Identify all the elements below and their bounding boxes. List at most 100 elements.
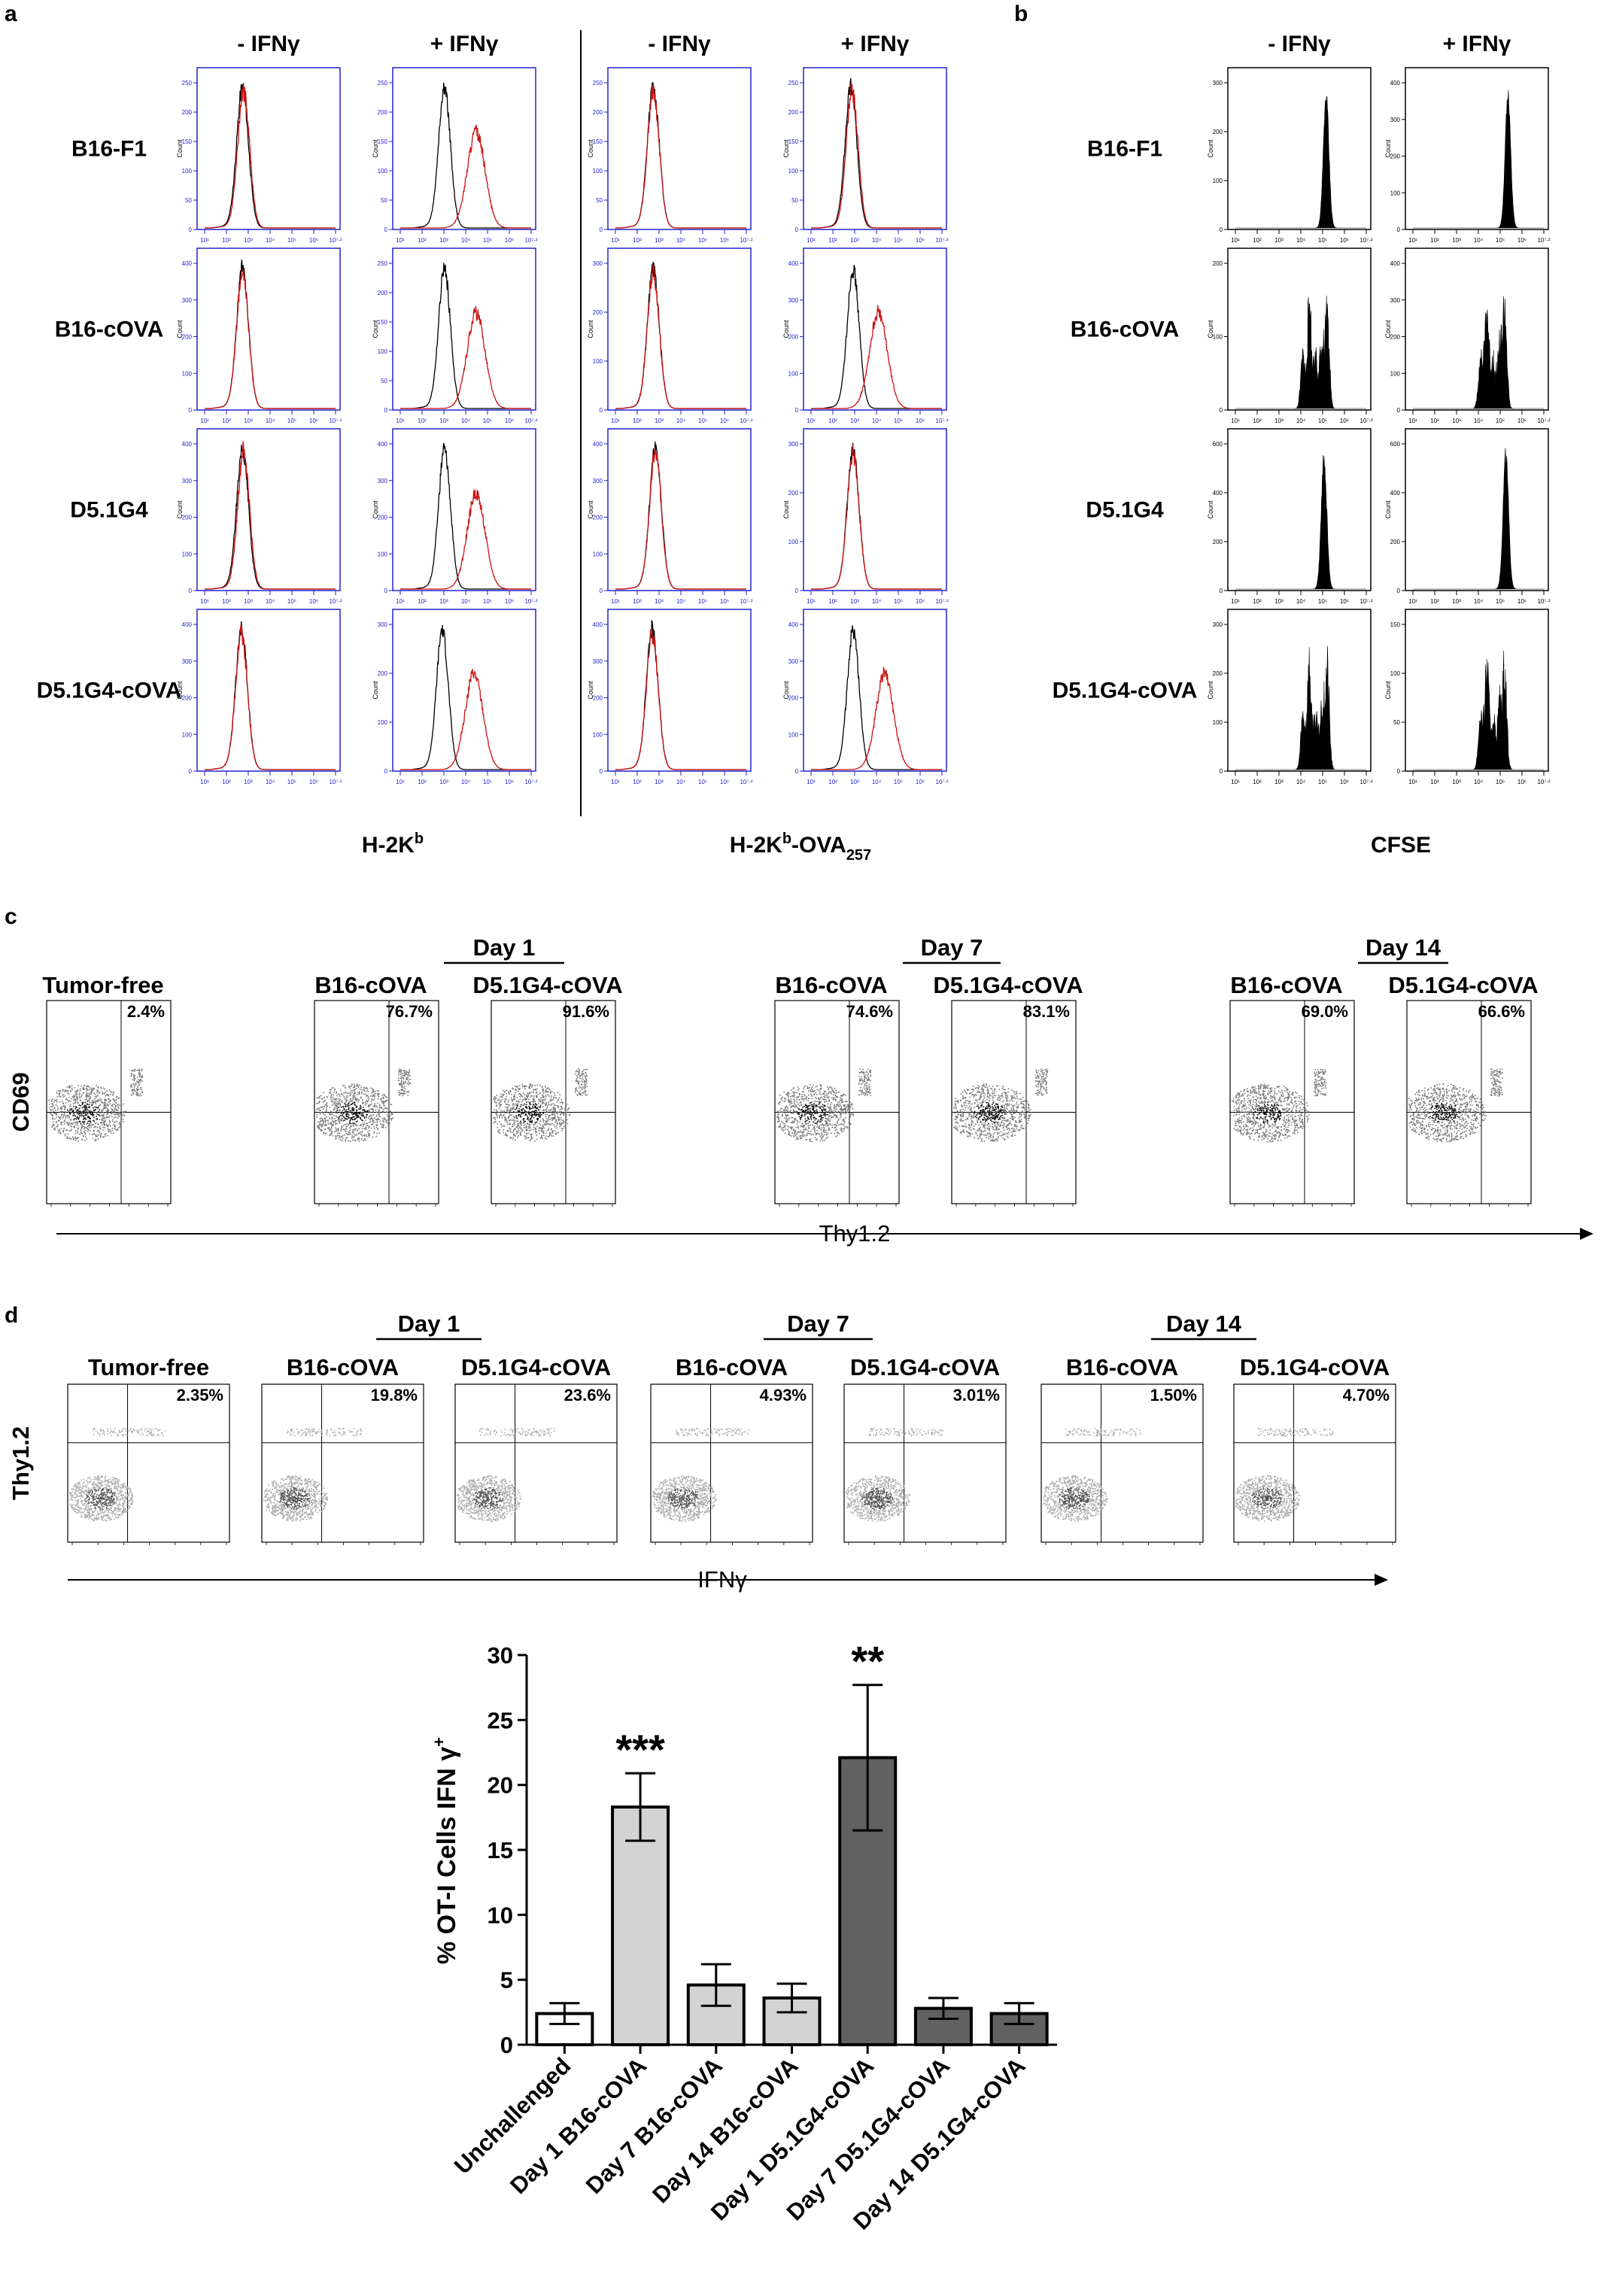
event-dot bbox=[123, 1115, 126, 1116]
event-dot bbox=[354, 1122, 355, 1125]
event-dot bbox=[138, 1080, 141, 1081]
event-dot bbox=[807, 1131, 810, 1132]
event-dot bbox=[85, 1105, 87, 1107]
x-tick-label: 10⁵ bbox=[1496, 779, 1505, 785]
event-dot bbox=[561, 1110, 562, 1113]
event-dot bbox=[514, 1116, 515, 1118]
x-tick-label: 10⁷·² bbox=[1537, 237, 1550, 244]
event-dot bbox=[815, 1113, 817, 1114]
event-dot bbox=[403, 1071, 406, 1072]
event-dot bbox=[114, 1104, 117, 1107]
event-dot bbox=[794, 1094, 795, 1096]
event-dot bbox=[502, 1131, 504, 1134]
event-dot bbox=[804, 1121, 806, 1122]
event-dot bbox=[783, 1091, 785, 1093]
histogram-plot: 10¹ 10² 10³ 10⁴ 10⁵ 10⁶ 10⁷·²0100200300400Coun… bbox=[587, 609, 753, 785]
event-dot bbox=[541, 1135, 542, 1137]
event-dot bbox=[108, 1101, 110, 1103]
event-dot bbox=[512, 1125, 514, 1127]
event-dot bbox=[377, 1113, 379, 1115]
event-dot bbox=[140, 1080, 142, 1082]
event-dot bbox=[818, 1101, 820, 1102]
x-tick-label: 10⁶ bbox=[1340, 779, 1349, 785]
event-dot bbox=[53, 1123, 54, 1125]
y-axis-label: Count bbox=[587, 681, 594, 700]
event-dot bbox=[533, 1125, 535, 1126]
event-dot bbox=[318, 1127, 320, 1129]
event-dot bbox=[811, 1098, 813, 1100]
event-dot bbox=[827, 1123, 828, 1125]
event-dot bbox=[105, 1116, 107, 1119]
event-dot bbox=[547, 1130, 549, 1131]
event-dot bbox=[520, 1120, 521, 1122]
event-dot bbox=[828, 1115, 830, 1117]
y-tick-label: 200 bbox=[1390, 334, 1401, 341]
y-tick-label: 0 bbox=[600, 226, 603, 233]
x-tick-label: 10⁶ bbox=[1340, 237, 1349, 244]
event-dot bbox=[824, 1105, 825, 1107]
event-dot bbox=[324, 1105, 325, 1107]
event-dot bbox=[831, 1102, 833, 1104]
event-dot bbox=[818, 1104, 820, 1105]
event-dot bbox=[353, 1101, 355, 1104]
event-dot bbox=[846, 1126, 848, 1128]
control-histogram bbox=[811, 442, 942, 590]
event-dot bbox=[870, 1071, 871, 1072]
event-dot bbox=[527, 1111, 530, 1113]
event-dot bbox=[349, 1122, 351, 1125]
event-dot bbox=[85, 1095, 87, 1097]
event-dot bbox=[97, 1100, 99, 1101]
event-dot bbox=[539, 1084, 541, 1086]
event-dot bbox=[786, 1107, 788, 1108]
event-dot bbox=[548, 1118, 550, 1119]
event-dot bbox=[1004, 1106, 1005, 1108]
event-dot bbox=[518, 1110, 519, 1113]
event-dot bbox=[84, 1120, 86, 1122]
event-dot bbox=[563, 1114, 565, 1116]
event-dot bbox=[520, 1131, 522, 1133]
y-tick-label: 100 bbox=[593, 731, 603, 738]
event-dot bbox=[549, 1119, 551, 1120]
event-dot bbox=[841, 1101, 843, 1104]
event-dot bbox=[74, 1126, 76, 1128]
event-dot bbox=[833, 1107, 834, 1109]
event-dot bbox=[550, 1128, 552, 1131]
event-dot bbox=[326, 1102, 328, 1104]
event-dot bbox=[986, 1096, 989, 1098]
event-dot bbox=[517, 1123, 518, 1125]
event-dot bbox=[797, 1089, 799, 1091]
event-dot bbox=[825, 1099, 827, 1101]
event-dot bbox=[577, 1071, 579, 1073]
event-dot bbox=[80, 1133, 82, 1134]
event-dot bbox=[792, 1095, 794, 1096]
event-dot bbox=[141, 1089, 143, 1091]
event-dot bbox=[365, 1119, 367, 1121]
x-tick-label: 10⁶ bbox=[505, 598, 514, 605]
event-dot bbox=[340, 1113, 342, 1114]
event-dot bbox=[357, 1130, 359, 1131]
histogram-plot: 10¹ 10² 10³ 10⁴ 10⁵ 10⁶ 10⁷·²0100200300400Coun… bbox=[372, 428, 538, 605]
event-dot bbox=[813, 1084, 814, 1086]
event-dot bbox=[505, 1132, 506, 1134]
event-dot bbox=[554, 1110, 555, 1113]
x-tick-label: 10⁷·² bbox=[524, 779, 537, 785]
event-dot bbox=[532, 1101, 533, 1103]
event-dot bbox=[139, 1093, 141, 1095]
event-dot bbox=[536, 1107, 538, 1109]
event-dot bbox=[862, 1082, 864, 1083]
event-dot bbox=[104, 1112, 106, 1114]
event-dot bbox=[97, 1124, 99, 1125]
event-dot bbox=[66, 1116, 68, 1119]
event-dot bbox=[539, 1105, 542, 1107]
event-dot bbox=[828, 1110, 830, 1112]
event-dot bbox=[317, 1127, 319, 1128]
event-dot bbox=[385, 1120, 387, 1122]
event-dot bbox=[1005, 1120, 1007, 1122]
event-dot bbox=[971, 1117, 972, 1119]
plot-label: D5.1G4-cOVA bbox=[933, 972, 1083, 998]
event-dot bbox=[805, 1113, 807, 1115]
event-dot bbox=[386, 1119, 388, 1122]
event-dot bbox=[135, 1088, 138, 1089]
event-dot bbox=[87, 1122, 89, 1124]
